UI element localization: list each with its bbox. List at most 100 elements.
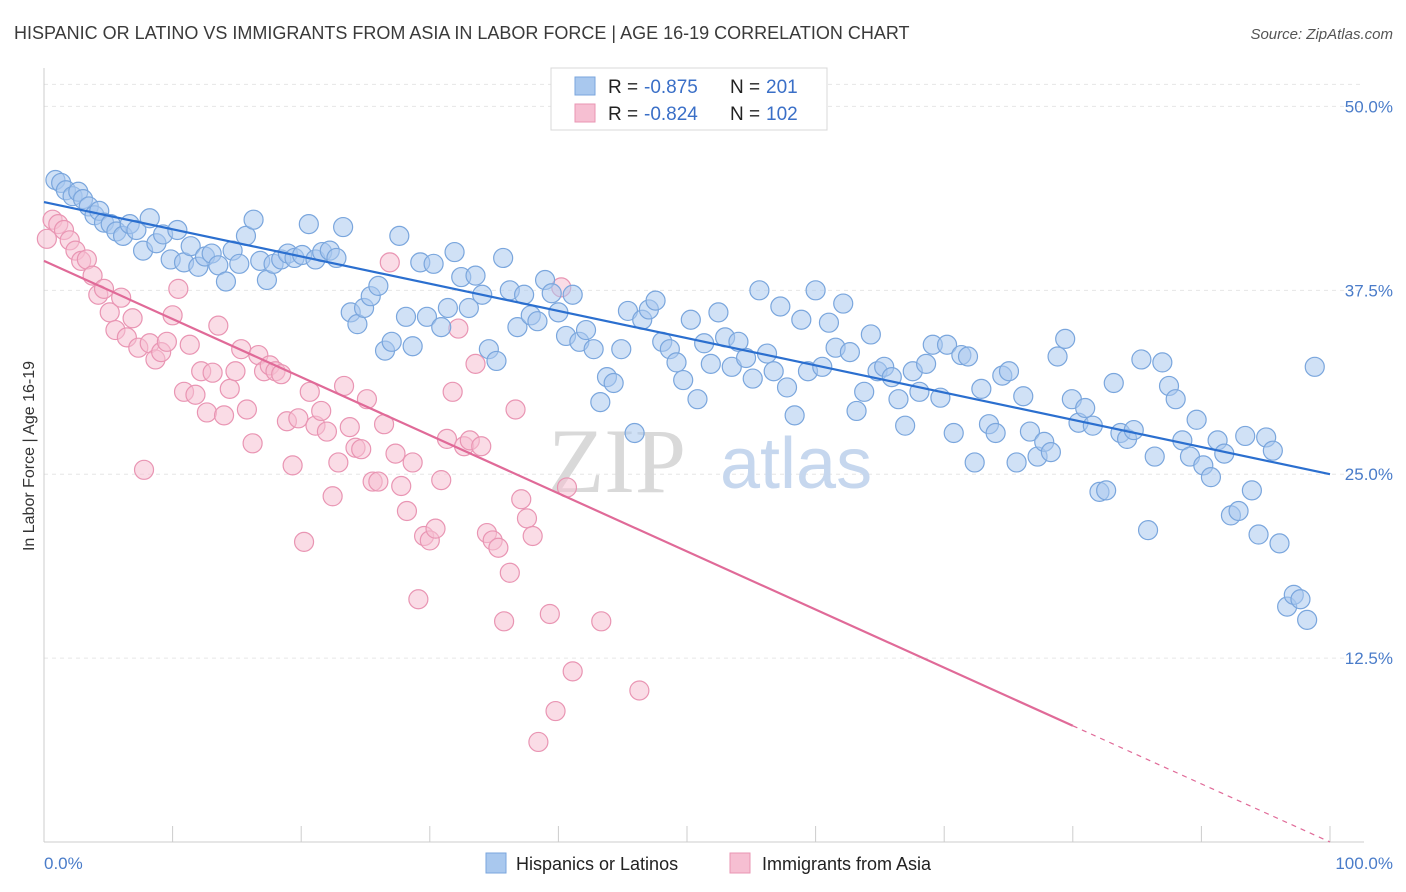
y-tick-label: 37.5% xyxy=(1345,281,1393,300)
hispanic-point xyxy=(583,339,604,360)
hispanic-point xyxy=(1235,425,1256,447)
x-tick-label-max: 100.0% xyxy=(1335,854,1393,873)
watermark-atlas: atlas xyxy=(720,424,872,504)
legend-n-label-1: N = xyxy=(730,77,760,98)
hispanic-point xyxy=(916,353,937,374)
asia-point xyxy=(431,469,452,491)
series-legend-swatch-blue xyxy=(485,852,507,874)
asia-point xyxy=(396,500,418,522)
hispanic-point xyxy=(1290,589,1311,610)
hispanic-point xyxy=(527,311,548,332)
hispanic-point xyxy=(575,319,597,341)
hispanic-point xyxy=(971,378,992,399)
asia-point xyxy=(293,531,315,552)
hispanic-point xyxy=(333,216,354,238)
hispanic-point xyxy=(1297,609,1318,630)
hispanic-point xyxy=(1131,349,1152,370)
hispanic-point xyxy=(1262,440,1283,461)
asia-point xyxy=(225,361,246,382)
hispanic-point xyxy=(1006,452,1027,473)
hispanic-point xyxy=(770,296,791,317)
hispanic-point xyxy=(818,312,840,333)
asia-point xyxy=(545,700,566,722)
hispanic-point xyxy=(1152,352,1173,373)
legend-r-label-1: R = xyxy=(608,77,638,98)
asia-point xyxy=(494,611,515,632)
asia-point xyxy=(196,402,217,423)
hispanic-point xyxy=(444,241,465,263)
hispanic-point xyxy=(1137,520,1159,541)
asia-point xyxy=(488,537,509,558)
asia-point xyxy=(299,381,320,402)
asia-point xyxy=(516,508,538,529)
asia-point xyxy=(562,661,583,682)
hispanic-point xyxy=(1144,446,1165,467)
chart-title: HISPANIC OR LATINO VS IMMIGRANTS FROM AS… xyxy=(14,23,910,43)
hispanic-point xyxy=(486,350,507,372)
series-legend-hispanics: Hispanics or Latinos xyxy=(516,854,678,874)
y-tick-labels: 12.5% 25.0% 37.5% 50.0% xyxy=(1345,97,1393,668)
asia-point xyxy=(36,228,57,249)
asia-point xyxy=(629,680,650,701)
asia-point xyxy=(322,486,343,507)
hispanic-point xyxy=(666,352,687,373)
asia-point xyxy=(242,433,263,454)
hispanic-point xyxy=(1241,480,1262,501)
hispanic-point xyxy=(833,293,854,314)
hispanic-point xyxy=(243,209,264,230)
asia-point xyxy=(288,408,309,429)
asia-point xyxy=(591,611,612,632)
x-tick-label-min: 0.0% xyxy=(44,854,83,873)
hispanic-point xyxy=(763,361,784,382)
asia-point xyxy=(448,318,469,339)
asia-point xyxy=(379,252,400,273)
hispanic-point xyxy=(624,422,645,444)
hispanic-point xyxy=(1200,467,1222,488)
hispanic-point xyxy=(1186,409,1207,430)
hispanic-point xyxy=(215,271,237,292)
asia-point xyxy=(368,471,389,492)
legend-box xyxy=(550,67,828,131)
asia-point xyxy=(511,489,532,510)
asia-trend-line xyxy=(43,259,1074,727)
hispanic-point xyxy=(1165,389,1186,410)
asia-point xyxy=(539,603,560,625)
asia-point xyxy=(208,315,229,336)
legend-r-value-1: -0.875 xyxy=(644,77,698,98)
asia-point xyxy=(425,518,446,539)
hispanic-point xyxy=(437,297,458,319)
legend-r-value-2: -0.824 xyxy=(644,104,698,125)
hispanic-point xyxy=(957,346,979,367)
hispanic-point xyxy=(402,336,423,357)
asia-trend-line-extension xyxy=(1072,725,1331,843)
asia-point xyxy=(202,362,223,383)
hispanic-point xyxy=(1304,356,1325,377)
asia-point xyxy=(236,399,258,420)
hispanic-point xyxy=(1269,533,1290,554)
hispanic-point xyxy=(936,334,958,355)
hispanic-point xyxy=(562,284,583,305)
hispanics-or-latinos-points xyxy=(45,169,1325,630)
hispanic-point xyxy=(493,247,514,269)
hispanic-point xyxy=(1055,328,1076,349)
asia-point xyxy=(391,475,412,497)
hispanic-point xyxy=(700,353,721,374)
hispanic-point xyxy=(735,347,757,369)
gridlines xyxy=(44,83,1364,659)
hispanic-point xyxy=(943,422,964,444)
asia-point xyxy=(351,439,372,460)
y-tick-label: 25.0% xyxy=(1345,465,1393,484)
hispanic-point xyxy=(1248,524,1269,545)
hispanic-point xyxy=(507,316,528,338)
hispanic-point xyxy=(687,389,708,410)
hispanic-point xyxy=(776,377,798,398)
asia-point xyxy=(156,331,177,352)
hispanic-point xyxy=(590,392,611,413)
hispanic-point xyxy=(423,253,444,274)
asia-point xyxy=(385,443,406,464)
hispanic-point xyxy=(846,400,867,422)
hispanic-point xyxy=(458,297,479,319)
hispanic-point xyxy=(1047,346,1068,367)
hispanic-point xyxy=(1228,500,1249,522)
series-legend-immigrants: Immigrants from Asia xyxy=(762,854,932,874)
